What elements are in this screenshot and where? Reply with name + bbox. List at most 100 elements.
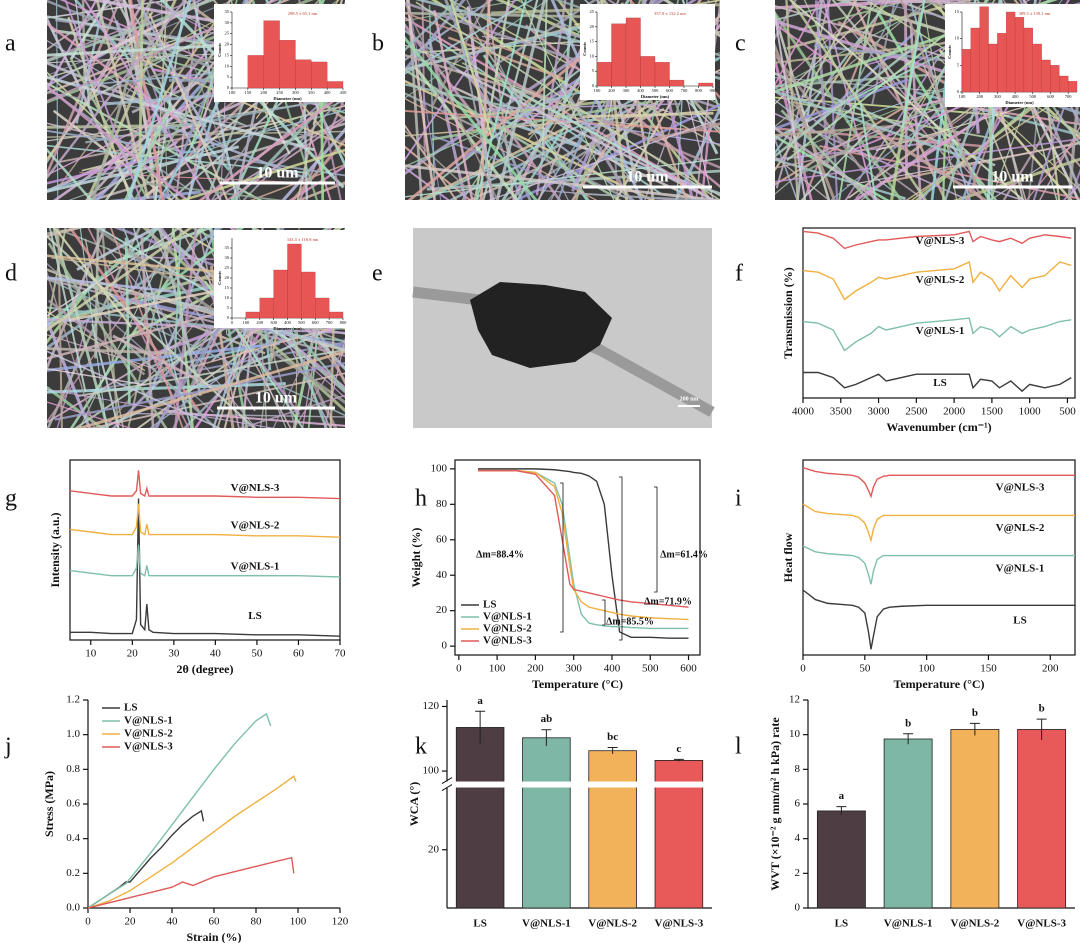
- fiber: [479, 0, 491, 200]
- legend-label: LS: [483, 599, 496, 611]
- x-tick-label: 600: [666, 88, 674, 93]
- fiber: [179, 148, 345, 200]
- fiber: [775, 138, 1080, 183]
- fiber: [775, 150, 827, 195]
- y-tick-label: 20: [225, 42, 230, 47]
- legend-label: V@NLS-2: [483, 623, 532, 635]
- fiber: [54, 362, 345, 421]
- line-series: [69, 503, 341, 538]
- line-series: [87, 712, 272, 909]
- legend-label: V@NLS-3: [124, 741, 173, 753]
- fiber: [47, 15, 244, 52]
- fiber: [47, 228, 193, 332]
- series-label: LS: [248, 610, 261, 622]
- x-tick-label: 700: [681, 88, 689, 93]
- fiber: [775, 0, 856, 22]
- histogram-bar: [1041, 59, 1051, 93]
- fiber: [428, 5, 436, 187]
- panel-label: h: [415, 486, 427, 512]
- series-label: V@NLS-3: [231, 482, 280, 494]
- y-tick-label: 30: [225, 20, 230, 25]
- line-series: [802, 260, 1072, 301]
- fiber: [780, 109, 871, 200]
- line-series: [802, 545, 1075, 585]
- scale-bar-label: 10 um: [256, 165, 299, 182]
- fiber: [56, 0, 59, 200]
- fiber: [47, 276, 177, 294]
- fiber: [582, 111, 714, 119]
- fiber: [488, 118, 720, 200]
- fiber: [318, 0, 325, 200]
- significance-letter: bc: [607, 731, 618, 743]
- x-tick-label: V@NLS-2: [951, 918, 1000, 930]
- legend-label: V@NLS-1: [483, 611, 532, 623]
- fiber: [103, 265, 246, 428]
- fiber: [789, 0, 927, 200]
- x-tick-label: 500: [1059, 406, 1076, 418]
- line-series: [803, 371, 1072, 393]
- y-tick-label: 1.2: [66, 694, 80, 706]
- y-tick-label: 10: [789, 728, 801, 740]
- histogram-bar: [287, 243, 302, 319]
- fiber: [138, 0, 159, 61]
- error-bar: [1036, 718, 1047, 740]
- x-tick-label: 200: [976, 94, 984, 99]
- panel-label: g: [5, 486, 17, 512]
- fiber: [132, 228, 192, 428]
- x-tick-label: 40: [210, 648, 222, 660]
- fiber: [121, 339, 218, 428]
- x-tick-label: 200: [608, 88, 616, 93]
- x-tick-label: 3000: [868, 406, 891, 418]
- fiber: [775, 90, 962, 158]
- fiber: [775, 124, 893, 137]
- x-tick-label: 0: [456, 663, 462, 675]
- fiber: [775, 0, 929, 128]
- y-tick-label: 0: [957, 89, 960, 94]
- x-tick-label: 0: [231, 320, 234, 325]
- x-tick-label: 1500: [981, 406, 1004, 418]
- fiber: [597, 122, 720, 197]
- histogram-bar: [970, 27, 980, 93]
- x-tick-label: 300: [994, 94, 1002, 99]
- histogram-bar: [669, 79, 685, 87]
- fiber: [296, 181, 345, 200]
- fiber: [405, 166, 450, 200]
- fiber: [775, 10, 807, 200]
- y-tick-label: 6: [795, 798, 801, 810]
- fiber: [91, 323, 120, 428]
- y-tick-label: 35: [225, 245, 230, 250]
- fiber: [520, 0, 615, 200]
- fiber: [186, 44, 241, 200]
- fiber: [47, 342, 280, 372]
- error-bar: [541, 729, 552, 746]
- bracket: [602, 599, 606, 626]
- x-tick-label: 60: [293, 648, 305, 660]
- y-axis-label: Intensity (a.u.): [48, 512, 62, 587]
- fiber: [786, 0, 990, 162]
- axes-frame: [454, 459, 701, 656]
- fiber: [405, 0, 524, 22]
- fiber: [163, 410, 345, 427]
- fiber: [1042, 101, 1080, 195]
- fiber: [47, 0, 235, 77]
- y-tick-label: 10: [225, 63, 230, 68]
- x-tick-label: 500: [652, 88, 660, 93]
- axes-frame: [802, 227, 1076, 399]
- x-tick-label: 150: [980, 663, 997, 675]
- y-tick-label: 80: [436, 498, 448, 510]
- histogram-bar: [625, 17, 641, 87]
- scale-bar-label: 10 um: [991, 169, 1034, 186]
- x-tick-label: 200: [1042, 663, 1059, 675]
- fiber: [405, 83, 520, 111]
- fiber: [405, 36, 538, 200]
- fiber: [405, 0, 494, 61]
- fiber: [242, 93, 345, 200]
- bar: [588, 750, 637, 909]
- fiber: [101, 228, 120, 428]
- x-tick-label: 400: [604, 663, 621, 675]
- fiber: [140, 237, 155, 428]
- fiber: [451, 0, 496, 200]
- x-tick-label: 40: [167, 916, 179, 928]
- x-tick-label: 100: [959, 94, 967, 99]
- fiber: [775, 0, 940, 90]
